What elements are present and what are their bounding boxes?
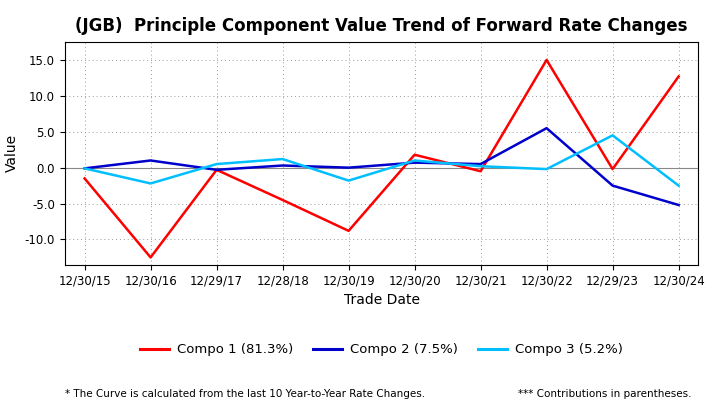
Compo 3 (5.2%) [608,133,617,138]
Compo 2 (7.5%) [146,158,155,163]
Compo 2 (7.5%) [542,126,551,131]
Text: * The Curve is calculated from the last 10 Year-to-Year Rate Changes.: * The Curve is calculated from the last … [65,389,425,399]
Compo 3 (5.2%) [212,162,221,167]
Compo 3 (5.2%) [80,166,89,171]
Compo 3 (5.2%) [279,157,287,162]
Compo 1 (81.3%) [146,255,155,260]
Compo 3 (5.2%) [344,178,353,183]
Line: Compo 3 (5.2%): Compo 3 (5.2%) [85,135,679,186]
Legend: Compo 1 (81.3%), Compo 2 (7.5%), Compo 3 (5.2%): Compo 1 (81.3%), Compo 2 (7.5%), Compo 3… [135,338,628,362]
Compo 2 (7.5%) [344,165,353,170]
Compo 3 (5.2%) [146,181,155,186]
Compo 2 (7.5%) [410,160,419,165]
Compo 2 (7.5%) [608,183,617,188]
Compo 2 (7.5%) [279,163,287,168]
Compo 1 (81.3%) [410,152,419,157]
Compo 1 (81.3%) [344,228,353,234]
Line: Compo 2 (7.5%): Compo 2 (7.5%) [85,128,679,205]
Compo 2 (7.5%) [80,166,89,171]
Compo 1 (81.3%) [212,167,221,172]
Compo 3 (5.2%) [410,158,419,163]
Compo 1 (81.3%) [608,167,617,172]
Compo 3 (5.2%) [542,167,551,172]
X-axis label: Trade Date: Trade Date [343,293,420,307]
Compo 1 (81.3%) [279,197,287,202]
Title: (JGB)  Principle Component Value Trend of Forward Rate Changes: (JGB) Principle Component Value Trend of… [76,17,688,35]
Compo 2 (7.5%) [675,202,683,207]
Compo 1 (81.3%) [542,58,551,63]
Line: Compo 1 (81.3%): Compo 1 (81.3%) [85,60,679,257]
Text: *** Contributions in parentheses.: *** Contributions in parentheses. [518,389,692,399]
Compo 3 (5.2%) [477,164,485,169]
Compo 3 (5.2%) [675,183,683,188]
Compo 2 (7.5%) [477,162,485,167]
Y-axis label: Value: Value [5,134,19,172]
Compo 1 (81.3%) [80,176,89,181]
Compo 1 (81.3%) [477,169,485,174]
Compo 2 (7.5%) [212,167,221,172]
Compo 1 (81.3%) [675,74,683,79]
